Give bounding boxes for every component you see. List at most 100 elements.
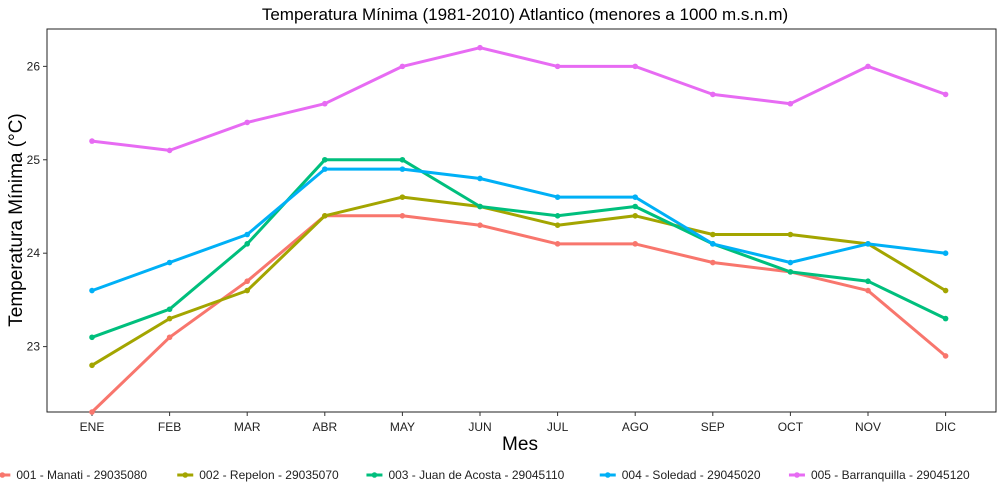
- data-point: [942, 315, 949, 322]
- data-point: [942, 250, 949, 256]
- x-tick-label: JUN: [468, 420, 491, 434]
- data-point: [865, 63, 871, 70]
- legend-key-point: [794, 472, 800, 478]
- y-tick-label: 23: [27, 340, 41, 354]
- y-axis: 23 24 25 26: [27, 59, 47, 354]
- data-point: [554, 194, 561, 200]
- data-point: [399, 194, 406, 200]
- data-point: [166, 315, 173, 322]
- data-point: [166, 306, 173, 313]
- data-point: [787, 100, 794, 107]
- data-point: [244, 241, 250, 247]
- legend-label: 002 - Repelon - 29035070: [199, 468, 339, 482]
- legend-key-point: [0, 472, 6, 478]
- data-point: [244, 119, 250, 126]
- x-tick-label: NOV: [855, 420, 881, 434]
- data-point: [89, 334, 95, 341]
- legend-item: 001 - Manati - 29035080: [0, 468, 147, 482]
- legend-label: 004 - Soledad - 29045020: [622, 468, 761, 482]
- legend-key-point: [182, 472, 189, 478]
- data-point: [787, 231, 794, 238]
- x-tick-label: AGO: [622, 420, 649, 434]
- data-point: [942, 353, 949, 359]
- legend-key-point: [604, 472, 611, 478]
- series-lines: [89, 44, 949, 415]
- y-tick-label: 26: [27, 59, 41, 73]
- x-tick-label: MAR: [234, 420, 261, 434]
- data-point: [554, 241, 561, 247]
- data-point: [399, 213, 406, 219]
- data-point: [710, 231, 716, 238]
- legend-label: 003 - Juan de Acosta - 29045110: [388, 468, 564, 482]
- x-axis-title: Mes: [502, 434, 538, 455]
- y-tick-label: 25: [27, 153, 41, 167]
- y-tick-label: 24: [27, 246, 41, 260]
- data-point: [477, 203, 483, 210]
- legend-label: 001 - Manati - 29035080: [16, 468, 147, 482]
- x-tick-label: OCT: [778, 420, 804, 434]
- data-point: [632, 213, 638, 219]
- data-point: [710, 91, 716, 98]
- data-point: [865, 278, 871, 285]
- legend-label: 005 - Barranquilla - 29045120: [811, 468, 970, 482]
- data-point: [244, 278, 250, 285]
- data-point: [166, 147, 173, 154]
- data-point: [399, 166, 406, 172]
- data-point: [554, 222, 561, 228]
- data-point: [89, 138, 95, 144]
- data-point: [166, 259, 173, 266]
- chart-title: Temperatura Mínima (1981-2010) Atlantico…: [262, 5, 788, 24]
- data-point: [942, 91, 949, 98]
- data-point: [632, 203, 638, 210]
- y-axis-title: Temperatura Mínima (°C): [6, 113, 27, 326]
- data-point: [787, 269, 794, 275]
- plot-panel-border: [46, 28, 997, 413]
- series-line: [90, 195, 948, 367]
- legend: 001 - Manati - 29035080 002 - Repelon - 2…: [0, 468, 970, 482]
- data-point: [477, 222, 483, 228]
- x-tick-label: JUL: [547, 420, 569, 434]
- data-point: [865, 287, 871, 294]
- data-point: [322, 166, 328, 172]
- data-point: [477, 175, 483, 182]
- legend-item: 003 - Juan de Acosta - 29045110: [366, 468, 565, 482]
- data-point: [554, 63, 561, 70]
- legend-item: 004 - Soledad - 29045020: [599, 468, 761, 482]
- data-point: [322, 100, 328, 107]
- data-point: [632, 194, 638, 200]
- series-line: [90, 158, 948, 339]
- data-point: [89, 362, 95, 369]
- data-point: [632, 63, 638, 70]
- data-point: [632, 241, 638, 247]
- data-point: [710, 259, 716, 266]
- data-point: [89, 287, 95, 294]
- series-line: [90, 167, 948, 293]
- x-tick-label: DIC: [935, 420, 956, 434]
- data-point: [865, 241, 871, 247]
- series-line: [90, 46, 948, 152]
- x-tick-label: ENE: [80, 420, 105, 434]
- legend-item: 005 - Barranquilla - 29045120: [788, 468, 970, 482]
- data-point: [322, 213, 328, 219]
- data-point: [399, 156, 406, 163]
- x-tick-label: ABR: [312, 420, 337, 434]
- legend-item: 002 - Repelon - 29035070: [177, 468, 339, 482]
- x-tick-label: SEP: [701, 420, 725, 434]
- series-line: [90, 214, 948, 414]
- legend-key-point: [371, 472, 378, 478]
- data-point: [166, 334, 173, 341]
- data-point: [244, 231, 250, 238]
- data-point: [554, 213, 561, 219]
- data-point: [942, 287, 949, 294]
- data-point: [244, 287, 250, 294]
- data-point: [399, 63, 406, 70]
- x-tick-label: FEB: [158, 420, 181, 434]
- data-point: [477, 44, 483, 51]
- data-point: [787, 259, 794, 266]
- data-point: [89, 409, 95, 415]
- x-axis: ENE FEB MAR ABR MAY JUN JUL AGO SEP OCT NOV DIC: [80, 412, 956, 434]
- x-tick-label: MAY: [390, 420, 415, 434]
- data-point: [710, 241, 716, 247]
- data-point: [322, 156, 328, 163]
